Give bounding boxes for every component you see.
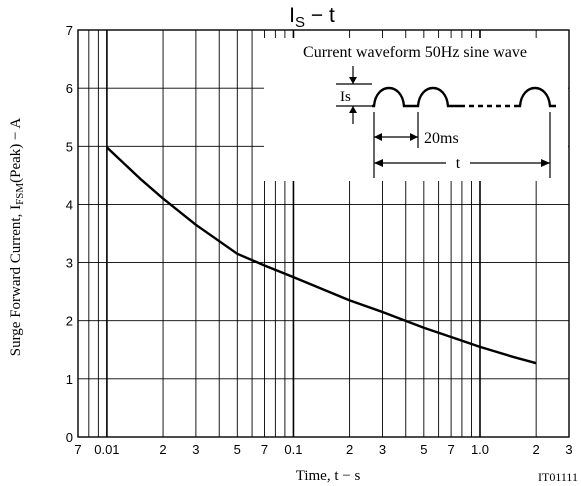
period-arrow-head-left xyxy=(374,133,382,141)
figure-code: IT01111 xyxy=(538,470,578,484)
y-tick-label: 4 xyxy=(66,197,73,212)
x-tick-label: 0.01 xyxy=(94,442,119,457)
is-upper-arrow-head xyxy=(349,77,357,84)
title-main: I xyxy=(289,4,295,27)
t-arrow-head-right xyxy=(541,159,550,167)
period-label: 20ms xyxy=(424,130,459,147)
x-tick-label: 1.0 xyxy=(471,442,489,457)
ylabel-prefix: Surge Forward Current, I xyxy=(8,205,24,356)
title-rest: − t xyxy=(305,4,335,27)
x-tick-label: 7 xyxy=(261,442,268,457)
x-tick-label: 5 xyxy=(234,442,241,457)
t-arrow-head-left xyxy=(374,159,383,167)
ylabel-sub: FSM xyxy=(14,183,26,205)
t-label: t xyxy=(456,155,461,172)
inset-background xyxy=(264,38,568,181)
period-arrow-head-right xyxy=(410,133,418,141)
x-tick-label: 2 xyxy=(346,442,353,457)
x-tick-label: 0.1 xyxy=(284,442,302,457)
x-tick-label: 2 xyxy=(159,442,166,457)
x-tick-label: 7 xyxy=(447,442,454,457)
chart-title: IS − t xyxy=(289,4,335,31)
y-tick-label: 0 xyxy=(66,430,73,445)
x-tick-label: 3 xyxy=(379,442,386,457)
waveform-line xyxy=(372,87,556,108)
y-axis-label: Surge Forward Current, IFSM(Peak) − A xyxy=(8,118,26,357)
tick-labels: 0 1 2 3 4 5 6 7 7 0.01 2 3 5 7 0.1 2 3 5 7 1.0 2 3 xyxy=(66,23,573,457)
x-axis-label: Time, t − s xyxy=(296,468,361,484)
x-tick-label: 7 xyxy=(74,442,81,457)
is-label: Is xyxy=(340,89,351,105)
y-tick-label: 6 xyxy=(66,81,73,96)
y-tick-label: 2 xyxy=(66,314,73,329)
is-lower-arrow-head xyxy=(349,106,357,113)
y-tick-label: 5 xyxy=(66,139,73,154)
y-tick-label: 7 xyxy=(66,23,73,38)
surge-current-curve xyxy=(106,146,537,365)
ylabel-suffix: (Peak) − A xyxy=(8,118,24,183)
x-tick-label: 5 xyxy=(420,442,427,457)
x-tick-label: 3 xyxy=(192,442,199,457)
plot-frame xyxy=(77,29,570,438)
x-tick-label: 3 xyxy=(565,442,572,457)
y-tick-label: 3 xyxy=(66,256,73,271)
title-sub: S xyxy=(295,14,305,31)
x-tick-label: 2 xyxy=(533,442,540,457)
y-tick-label: 1 xyxy=(66,372,73,387)
plot-area xyxy=(106,146,537,365)
waveform-inset: Current waveform 50Hz sine wave Is 20ms … xyxy=(264,38,568,181)
inset-title: Current waveform 50Hz sine wave xyxy=(303,44,527,61)
